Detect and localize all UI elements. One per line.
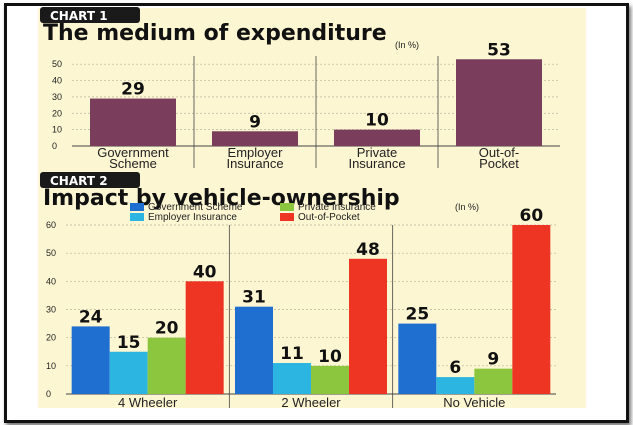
chart2-ytick-label: 30 [46,305,56,315]
chart1-bar-value: 9 [249,112,261,132]
chart2-bar [273,363,311,394]
chart2-bar [71,326,110,394]
chart1-category-label: Pocket [479,156,519,171]
chart1-bar-value: 53 [487,40,511,60]
chart2-title: Impact by vehicle-ownership [43,186,400,211]
chart2-bar [349,258,387,394]
chart1-tag: CHART 1 [50,9,108,23]
chart1-bar-value: 29 [121,80,145,100]
chart2-bar [185,281,224,394]
chart2-bar-value: 11 [280,344,304,364]
chart1-category-label: Government [97,145,169,160]
chart2-ytick-label: 40 [46,276,56,286]
chart2-unit: (In %) [455,202,479,212]
chart2-bar-value: 31 [242,288,266,308]
chart2-bar [311,365,349,394]
chart2-bar-value: 15 [117,333,141,353]
chart2-tag: CHART 2 [50,174,108,188]
chart2-category-label: 2 Wheeler [281,395,341,410]
chart1-tag-bg [40,7,140,23]
chart2-bar [147,337,186,394]
chart1-category-label: Employer [228,145,284,160]
chart2-legend-swatch [130,213,144,221]
chart2-legend-label: Private Insurance [298,202,376,213]
chart2-bar [512,225,551,394]
chart2-bar [235,306,273,394]
chart1-category-label: Private [357,145,397,160]
chart2-ytick-label: 10 [46,361,56,371]
chart1-ytick-label: 40 [52,76,62,86]
chart2-bar-value: 40 [193,262,217,282]
chart2-category-label: 4 Wheeler [118,395,178,410]
chart1-ytick-label: 50 [52,59,62,69]
chart2-ytick-label: 20 [46,333,56,343]
chart2-bar-value: 24 [79,307,103,327]
chart1-bar [212,131,298,146]
chart1-unit: (In %) [395,40,419,50]
chart2-bar-value: 9 [487,350,499,370]
chart1-bar [334,129,420,146]
chart2-legend-swatch [130,203,144,211]
chart1-bar-value: 10 [365,111,389,131]
chart2-legend-swatch [280,213,294,221]
chart2-bar-value: 20 [155,319,179,339]
chart1-category-label: Insurance [226,156,283,171]
chart1-category-label: Out-of- [479,145,519,160]
chart2-bar [109,351,148,394]
chart2-ytick-label: 0 [46,389,51,399]
chart2-legend-label: Government Scheme [148,202,243,213]
chart1-ytick-label: 30 [52,92,62,102]
chart2-bar-value: 10 [318,347,342,367]
chart1-ytick-label: 0 [52,141,57,151]
chart1-bar [90,98,176,146]
chart2-ytick-label: 50 [46,248,56,258]
chart2-bar-value: 48 [356,240,380,260]
chart2-bar [436,377,475,394]
chart2-bar-value: 60 [519,206,543,226]
chart2-bar-value: 6 [449,358,461,378]
chart1-title: The medium of expenditure [43,21,387,46]
chart1-category-label: Scheme [109,156,157,171]
chart1-ytick-label: 20 [52,108,62,118]
chart2-category-label: No Vehicle [443,395,505,410]
chart2-bar [398,323,437,394]
chart1-ytick-label: 10 [52,125,62,135]
chart2-legend-label: Employer Insurance [148,212,237,223]
chart2-legend-label: Out-of-Pocket [298,212,360,223]
chart1-category-label: Insurance [348,156,405,171]
chart2-tag-bg [40,172,140,188]
chart2-bar-value: 25 [405,305,429,325]
chart2-legend-swatch [280,203,294,211]
chart1-bar [456,59,542,146]
chart2-ytick-label: 60 [46,220,56,230]
chart2-bar [474,368,513,394]
